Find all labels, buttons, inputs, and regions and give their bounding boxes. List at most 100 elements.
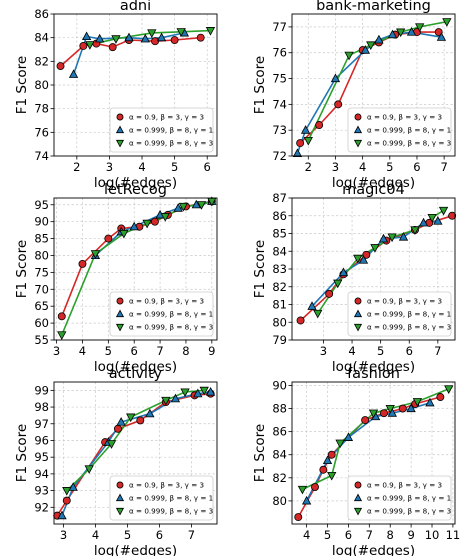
data-point-series-2: [343, 432, 354, 441]
plot-frame: [53, 197, 218, 341]
data-point-series-1: [325, 289, 334, 298]
legend: α = 0.9, β = 3, γ = 3 α = 0.999, β = 8, γ…: [347, 107, 452, 153]
plot-frame: [291, 381, 456, 525]
legend-label-series-3: α = 0.999, β = 8, γ = 3: [129, 323, 213, 332]
x-tick-label: 3: [53, 344, 60, 358]
data-point-series-3: [327, 471, 337, 481]
x-axis-label: log(#edges): [332, 543, 415, 556]
data-point-series-1: [78, 259, 87, 268]
data-point-series-1: [315, 121, 324, 129]
chart-title: magic04: [342, 182, 405, 198]
x-tick-label: 5: [324, 528, 331, 542]
data-point-series-3: [126, 413, 136, 423]
x-tick-label: 3: [60, 528, 67, 542]
legend-marker-series-1: [116, 113, 124, 121]
data-point-series-1: [57, 312, 66, 321]
legend-marker-series-3: [115, 139, 125, 148]
data-point-series-2: [140, 33, 150, 43]
y-tick-label: 90: [272, 378, 287, 392]
chart-title: fashion: [347, 366, 400, 382]
data-point-series-3: [438, 206, 449, 216]
data-point-series-3: [147, 29, 157, 38]
legend: α = 0.9, β = 3, γ = 3 α = 0.999, β = 8, γ…: [347, 475, 452, 521]
data-point-series-3: [353, 254, 363, 264]
data-point-series-2: [68, 69, 79, 78]
x-tick-label: 2: [305, 160, 312, 174]
data-point-series-3: [442, 18, 452, 27]
data-point-series-3: [176, 28, 186, 37]
data-point-series-3: [333, 279, 343, 289]
y-tick-label: 84: [272, 244, 287, 258]
y-tick-label: 96: [34, 433, 49, 447]
legend-label-series-1: α = 0.9, β = 3, γ = 3: [367, 481, 442, 490]
y-tick-label: 73: [272, 123, 287, 137]
data-point-series-1: [296, 316, 305, 325]
data-point-series-2: [398, 232, 409, 241]
data-point-series-2: [193, 388, 203, 398]
data-point-series-2: [129, 221, 139, 231]
y-tick-label: 79: [272, 333, 287, 347]
data-point-series-3: [119, 229, 129, 239]
y-tick-label: 82: [34, 54, 49, 68]
x-tick-label: 6: [413, 160, 420, 174]
data-point-series-3: [313, 309, 323, 319]
chart-title: bank-marketing: [316, 0, 431, 14]
legend-box: [347, 475, 452, 521]
data-point-series-3: [303, 136, 313, 146]
y-tick-label: 76: [34, 125, 49, 139]
x-tick-label: 4: [138, 160, 145, 174]
x-tick-label: 2: [73, 160, 80, 174]
data-point-series-1: [436, 393, 445, 401]
x-tick-label: 3: [106, 160, 113, 174]
x-tick-label: 5: [105, 344, 112, 358]
y-tick-label: 76: [272, 46, 287, 60]
legend-marker-series-3: [115, 507, 125, 516]
x-tick-label: 6: [204, 160, 211, 174]
data-point-series-2: [301, 495, 312, 505]
x-axis-label: log(#edges): [94, 359, 177, 375]
data-point-series-2: [170, 393, 181, 403]
data-point-series-3: [368, 409, 379, 419]
data-point-series-3: [410, 226, 420, 235]
x-tick-label: 7: [366, 528, 373, 542]
y-tick-label: 87: [272, 191, 287, 205]
legend-marker-series-1: [116, 481, 124, 489]
data-point-series-3: [90, 250, 101, 259]
data-point-series-1: [448, 211, 457, 220]
data-point-series-2: [145, 408, 155, 418]
legend-label-series-2: α = 0.999, β = 8, γ = 1: [129, 494, 213, 503]
data-point-series-3: [335, 439, 345, 449]
y-tick-label: 74: [34, 149, 49, 163]
data-point-series-2: [191, 199, 201, 209]
x-axis-label: log(#edges): [94, 543, 177, 556]
legend-box: [109, 107, 214, 153]
data-point-series-3: [199, 386, 209, 396]
legend-label-series-3: α = 0.999, β = 8, γ = 3: [129, 139, 213, 148]
data-point-series-3: [106, 440, 117, 449]
data-point-series-1: [434, 28, 443, 37]
y-tick-label: 85: [272, 227, 287, 241]
legend: α = 0.9, β = 3, γ = 3 α = 0.999, β = 8, γ…: [109, 291, 214, 337]
data-point-series-3: [415, 23, 425, 32]
x-tick-label: 4: [92, 528, 99, 542]
chart-title: adni: [120, 0, 151, 14]
y-axis-label: F1 Score: [14, 424, 30, 482]
data-point-series-1: [62, 496, 71, 505]
legend-label-series-1: α = 0.9, β = 3, γ = 3: [129, 113, 204, 122]
legend-marker-series-2: [115, 493, 125, 502]
legend-box: [347, 107, 452, 153]
x-axis-label: log(#edges): [332, 175, 415, 191]
y-tick-label: 74: [272, 97, 287, 111]
legend-label-series-3: α = 0.999, β = 8, γ = 3: [367, 323, 451, 332]
legend: α = 0.9, β = 3, γ = 3 α = 0.999, β = 8, γ…: [347, 291, 452, 337]
data-point-series-2: [358, 255, 369, 264]
y-tick-label: 84: [272, 448, 287, 462]
legend-marker-series-3: [353, 323, 363, 332]
data-point-series-2: [330, 73, 341, 83]
legend-box: [109, 475, 214, 521]
data-point-series-1: [334, 100, 343, 109]
x-tick-label: 6: [131, 344, 138, 358]
data-point-series-2: [406, 27, 417, 36]
plot-frame: [291, 13, 456, 157]
data-point-series-1: [108, 43, 117, 52]
